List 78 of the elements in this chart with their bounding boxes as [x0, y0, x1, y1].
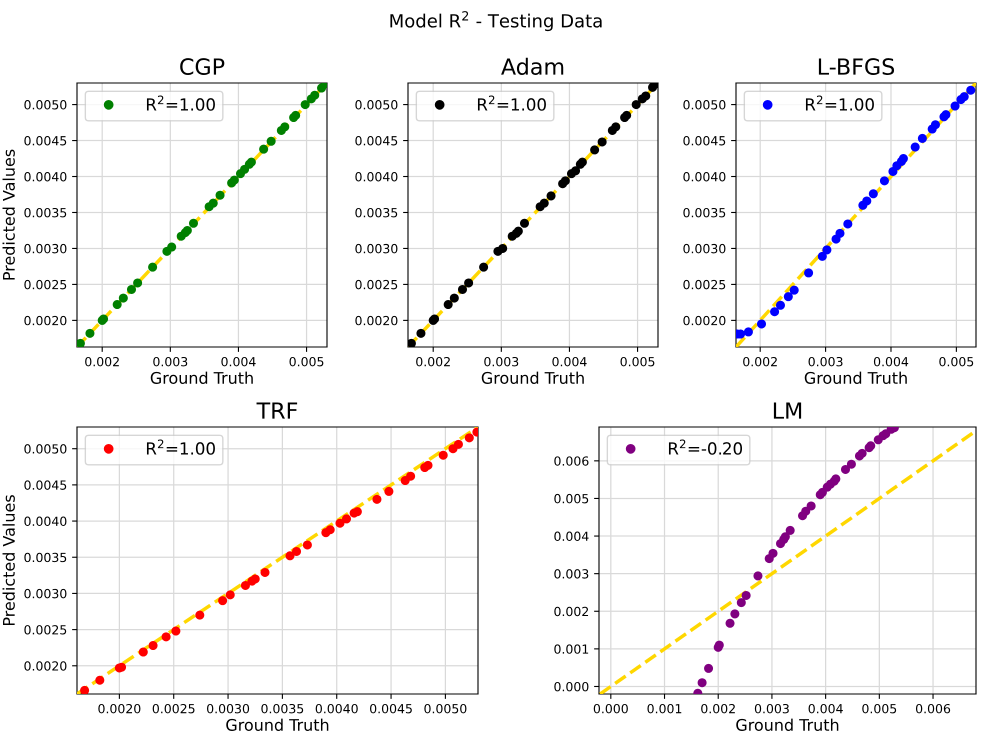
x-tick-label: 0.000	[594, 704, 628, 714]
x-tick-label: 0.003	[808, 356, 842, 366]
y-tick-label: 0.0040	[24, 516, 66, 526]
x-axis-title: Ground Truth	[736, 718, 838, 731]
y-tick-label: 0.0040	[24, 172, 66, 182]
y-tick-label: 0.003	[554, 569, 588, 579]
legend-label: R$^{2}$=1.00	[146, 439, 215, 455]
y-tick-label: 0.0025	[683, 280, 726, 290]
y-tick-label: 0.0050	[24, 100, 66, 110]
x-tick-label: 0.006	[916, 704, 950, 714]
chart-title: CGP	[180, 58, 224, 75]
x-tick-label: 0.002	[743, 356, 777, 366]
y-tick-label: 0.0045	[24, 480, 66, 490]
x-tick-label: 0.002	[416, 356, 450, 366]
y-tick-label: 0.0025	[24, 625, 66, 635]
x-tick-label: 0.004	[808, 704, 843, 714]
x-tick-label: 0.005	[862, 704, 896, 714]
y-tick-label: 0.0045	[355, 136, 398, 146]
x-tick-label: 0.0030	[207, 704, 250, 714]
y-tick-label: 0.000	[554, 682, 588, 692]
y-tick-label: 0.0035	[355, 208, 398, 218]
y-tick-label: 0.0020	[24, 661, 66, 671]
y-tick-label: 0.0030	[24, 588, 66, 598]
legend-label: R$^{2}$=1.00	[478, 95, 546, 111]
x-tick-label: 0.0050	[424, 704, 466, 714]
y-tick-label: 0.0020	[355, 316, 398, 326]
x-tick-label: 0.0025	[152, 704, 194, 714]
y-tick-label: 0.001	[554, 644, 588, 654]
y-tick-label: 0.0030	[24, 244, 66, 254]
legend-label: R$^{2}$=1.00	[806, 95, 874, 111]
y-tick-label: 0.0050	[24, 444, 66, 454]
x-tick-label: 0.003	[754, 704, 789, 714]
x-tick-label: 0.002	[85, 356, 119, 366]
y-tick-label: 0.0020	[683, 316, 726, 326]
y-tick-label: 0.002	[554, 606, 588, 616]
y-tick-label: 0.006	[554, 456, 588, 466]
x-axis-title: Ground Truth	[804, 372, 907, 384]
x-tick-label: 0.003	[484, 356, 518, 366]
y-axis-title: Predicted Values	[2, 495, 15, 626]
y-tick-label: 0.004	[554, 532, 589, 541]
legend-label: R$^{2}$=1.00	[146, 95, 215, 111]
x-tick-label: 0.002	[701, 704, 735, 714]
y-tick-label: 0.0030	[683, 244, 726, 254]
chart-title: TRF	[256, 402, 298, 419]
y-tick-label: 0.0050	[355, 100, 398, 110]
y-tick-label: 0.0040	[683, 172, 726, 182]
y-tick-label: 0.0035	[24, 552, 66, 562]
x-tick-label: 0.005	[620, 356, 654, 366]
y-tick-label: 0.005	[554, 494, 588, 504]
x-tick-label: 0.0045	[370, 704, 412, 714]
text: Model R$^{2}$ - Testing Data	[390, 11, 602, 32]
chart-title: Adam	[501, 58, 564, 75]
x-tick-label: 0.005	[939, 356, 974, 366]
y-tick-label: 0.0045	[24, 136, 66, 146]
y-tick-label: 0.0025	[355, 280, 398, 290]
y-axis-title: Predicted Values	[2, 150, 15, 280]
y-tick-label: 0.0025	[24, 280, 66, 290]
x-tick-label: 0.005	[289, 356, 324, 366]
x-tick-label: 0.004	[221, 356, 256, 366]
x-tick-label: 0.003	[153, 356, 188, 366]
y-tick-label: 0.0030	[355, 244, 398, 254]
legend-label: R$^{2}$=-0.20	[668, 439, 742, 455]
y-tick-label: 0.0040	[355, 172, 398, 182]
x-axis-title: Ground Truth	[150, 372, 253, 384]
y-tick-label: 0.0035	[24, 208, 66, 218]
x-axis-title: Ground Truth	[482, 372, 584, 384]
x-tick-label: 0.004	[874, 356, 908, 366]
x-tick-label: 0.0035	[261, 704, 304, 714]
chart-title: LM	[774, 402, 802, 419]
x-tick-label: 0.001	[647, 704, 682, 714]
chart-title: L-BFGS	[818, 58, 894, 75]
x-tick-label: 0.0020	[98, 704, 140, 714]
y-tick-label: 0.0045	[683, 136, 726, 146]
x-tick-label: 0.0040	[316, 704, 358, 714]
y-tick-label: 0.0035	[683, 208, 726, 218]
x-axis-title: Ground Truth	[226, 718, 328, 731]
y-tick-label: 0.0050	[683, 100, 726, 110]
y-tick-label: 0.0020	[24, 316, 66, 326]
